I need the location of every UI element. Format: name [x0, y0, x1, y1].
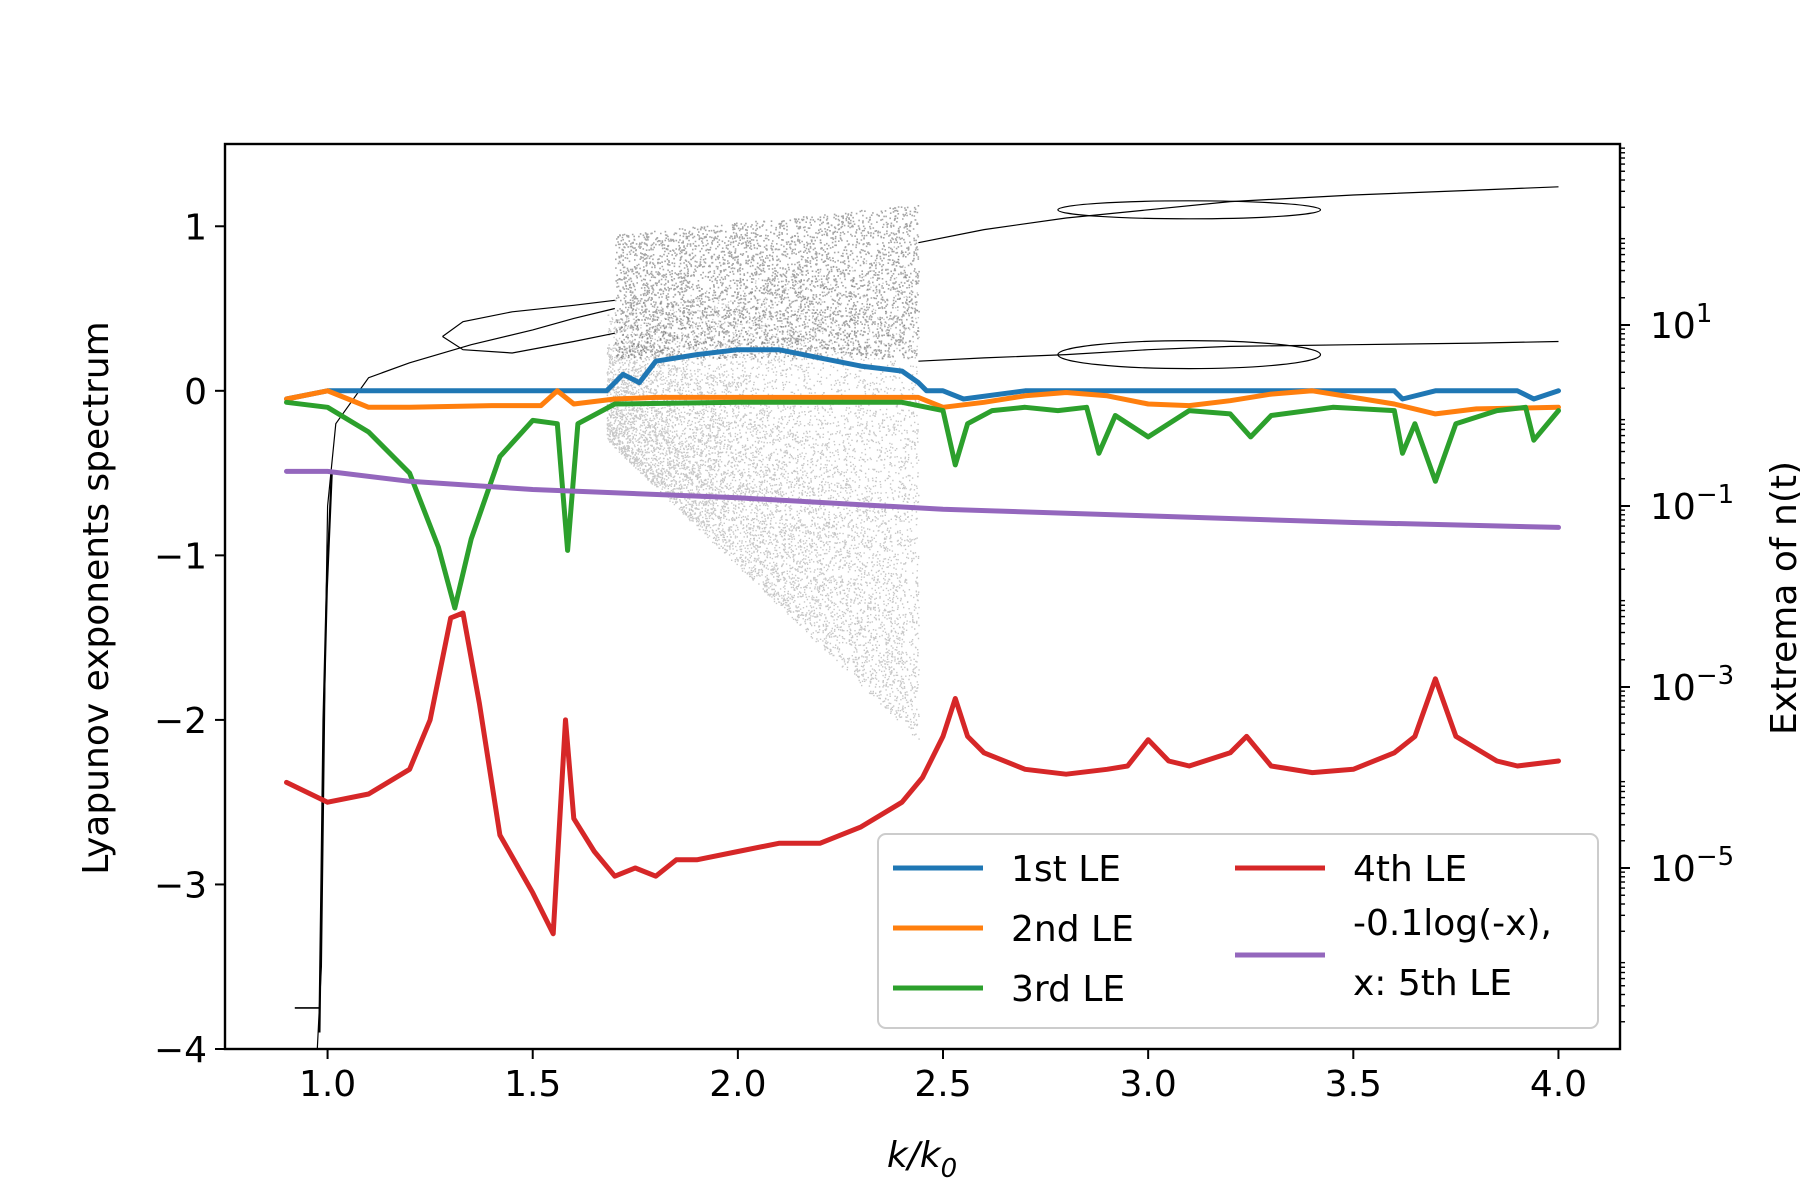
x-tick-label-2: 2.0: [709, 1064, 766, 1105]
y-tick-label-4: −3: [154, 865, 207, 906]
y2-tick-label-2: 10−3: [1650, 661, 1734, 709]
x-tick-label-1: 1.5: [504, 1064, 561, 1105]
x-axis-label: k/k0: [887, 1135, 957, 1184]
x-tick-label-5: 3.5: [1325, 1064, 1382, 1105]
series-line-5: [284, 468, 1561, 530]
y-tick-label-1: 0: [184, 372, 207, 413]
x-tick-label-4: 3.0: [1120, 1064, 1177, 1105]
y2-tick-label-3: 10−5: [1650, 842, 1734, 890]
series-layer: [284, 347, 1561, 937]
y-tick-label-5: −4: [154, 1030, 207, 1071]
legend-label-5: -0.1log(-x),: [1353, 903, 1552, 944]
y2-axis-label: Extrema of n(t): [1764, 461, 1800, 735]
legend-label-1: 1st LE: [1011, 849, 1121, 890]
x-tick-label-6: 4.0: [1530, 1064, 1587, 1105]
y-tick-label-0: 1: [184, 207, 207, 248]
y-axis-label: Lyapunov exponents spectrum: [76, 321, 117, 875]
legend-label-4: 4th LE: [1353, 849, 1467, 890]
legend-label-3: 3rd LE: [1011, 969, 1125, 1010]
y-axis-left: 1 0 −1 −2 −3 −4: [154, 207, 225, 1071]
series-line-2: [284, 388, 1561, 417]
legend-box: [877, 833, 1599, 1029]
y-tick-label-3: −2: [154, 701, 207, 742]
series-line-3: [284, 399, 1561, 611]
y2-tick-label-0: 101: [1650, 299, 1712, 347]
series-line-4: [284, 610, 1561, 937]
x-tick-label-0: 1.0: [299, 1064, 356, 1105]
y2-tick-label-1: 10−1: [1650, 480, 1734, 528]
legend: 1st LE 2nd LE 3rd LE 4th LE -0.1log(-x), x: …: [877, 833, 1599, 1029]
legend-label-5-line2: x: 5th LE: [1353, 963, 1512, 1004]
x-axis-label-subscript: 0: [941, 1154, 958, 1184]
x-axis: 1.0 1.5 2.0 2.5 3.0 3.5 4.0: [299, 1049, 1587, 1105]
x-tick-label-3: 2.5: [914, 1064, 971, 1105]
plot-frame: [223, 142, 1622, 1051]
legend-label-2: 2nd LE: [1011, 909, 1134, 950]
y-tick-label-2: −1: [154, 536, 207, 577]
y-axis-right: 101 10−1 10−3 10−5: [1620, 147, 1734, 1023]
